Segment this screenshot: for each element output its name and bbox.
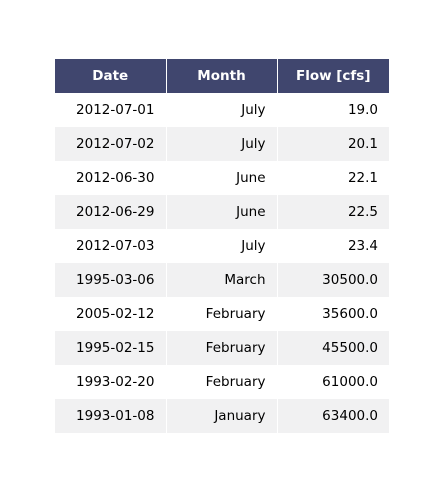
flow-cell: 19.0 xyxy=(277,93,389,127)
month-cell: February xyxy=(166,297,278,331)
month-cell: February xyxy=(166,365,278,399)
month-cell: June xyxy=(166,195,278,229)
flow-cell: 23.4 xyxy=(277,229,389,263)
table-row: 1995-02-15 February 45500.0 xyxy=(55,331,389,365)
date-cell: 2012-07-01 xyxy=(55,93,167,127)
flow-cell: 20.1 xyxy=(277,127,389,161)
flow-cell: 35600.0 xyxy=(277,297,389,331)
date-cell: 2012-07-02 xyxy=(55,127,167,161)
date-cell: 1995-02-15 xyxy=(55,331,167,365)
data-table: Date Month Flow [cfs] 2012-07-01 July 19… xyxy=(55,59,389,433)
month-cell: March xyxy=(166,263,278,297)
table-row: 1995-03-06 March 30500.0 xyxy=(55,263,389,297)
table-row: 2005-02-12 February 35600.0 xyxy=(55,297,389,331)
date-cell: 2012-06-29 xyxy=(55,195,167,229)
date-cell: 2012-06-30 xyxy=(55,161,167,195)
flow-cell: 63400.0 xyxy=(277,399,389,433)
date-cell: 2005-02-12 xyxy=(55,297,167,331)
column-header-flow: Flow [cfs] xyxy=(277,59,389,93)
month-cell: February xyxy=(166,331,278,365)
column-header-month: Month xyxy=(166,59,278,93)
table-row: 1993-01-08 January 63400.0 xyxy=(55,399,389,433)
table-row: 2012-06-29 June 22.5 xyxy=(55,195,389,229)
table-row: 2012-07-03 July 23.4 xyxy=(55,229,389,263)
table-row: 1993-02-20 February 61000.0 xyxy=(55,365,389,399)
month-cell: January xyxy=(166,399,278,433)
date-cell: 2012-07-03 xyxy=(55,229,167,263)
date-cell: 1993-01-08 xyxy=(55,399,167,433)
month-cell: July xyxy=(166,93,278,127)
month-cell: July xyxy=(166,229,278,263)
month-cell: June xyxy=(166,161,278,195)
flow-cell: 45500.0 xyxy=(277,331,389,365)
table-row: 2012-07-02 July 20.1 xyxy=(55,127,389,161)
table-header-row: Date Month Flow [cfs] xyxy=(55,59,389,93)
column-header-date: Date xyxy=(55,59,167,93)
date-cell: 1995-03-06 xyxy=(55,263,167,297)
flow-cell: 30500.0 xyxy=(277,263,389,297)
table-row: 2012-07-01 July 19.0 xyxy=(55,93,389,127)
flow-cell: 61000.0 xyxy=(277,365,389,399)
month-cell: July xyxy=(166,127,278,161)
date-cell: 1993-02-20 xyxy=(55,365,167,399)
flow-cell: 22.1 xyxy=(277,161,389,195)
table-row: 2012-06-30 June 22.1 xyxy=(55,161,389,195)
flow-cell: 22.5 xyxy=(277,195,389,229)
